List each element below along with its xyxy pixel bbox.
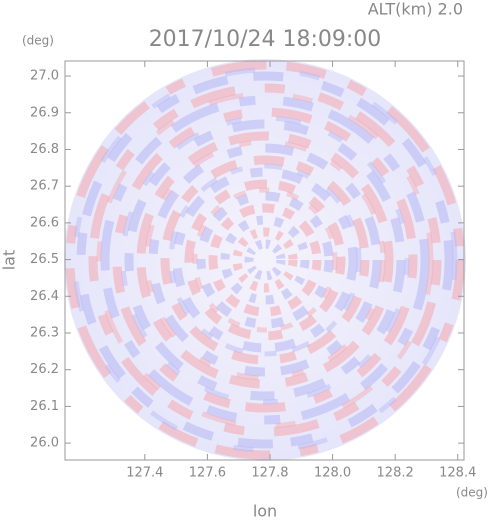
x-unit: (deg) [456, 486, 488, 500]
y-tick-label: 26.1 [30, 399, 59, 414]
altitude-label: ALT(km) 2.0 [368, 0, 463, 19]
x-tick-label: 127.6 [189, 466, 226, 481]
y-axis-label: lat [0, 250, 19, 271]
radar-field [64, 59, 466, 461]
x-tick-label: 127.4 [126, 466, 163, 481]
y-tick-label: 26.5 [30, 252, 59, 267]
y-tick-label: 26.6 [30, 215, 59, 230]
x-tick-label: 128.2 [377, 466, 414, 481]
y-unit: (deg) [22, 34, 54, 48]
y-tick-label: 26.8 [30, 142, 59, 157]
y-tick-label: 26.3 [30, 325, 59, 340]
x-axis-label: lon [253, 502, 277, 521]
plot-frame [64, 60, 465, 461]
y-tick-label: 26.0 [30, 436, 59, 451]
y-tick-label: 27.0 [30, 69, 59, 84]
y-tick-label: 26.7 [30, 179, 59, 194]
y-tick-label: 26.9 [30, 105, 59, 120]
y-tick-label: 26.2 [30, 362, 59, 377]
y-tick-label: 26.4 [30, 289, 59, 304]
x-tick-label: 127.8 [251, 466, 288, 481]
x-tick-label: 128.0 [314, 466, 351, 481]
chart-title: 2017/10/24 18:09:00 [149, 27, 382, 52]
x-tick-label: 128.4 [439, 466, 476, 481]
